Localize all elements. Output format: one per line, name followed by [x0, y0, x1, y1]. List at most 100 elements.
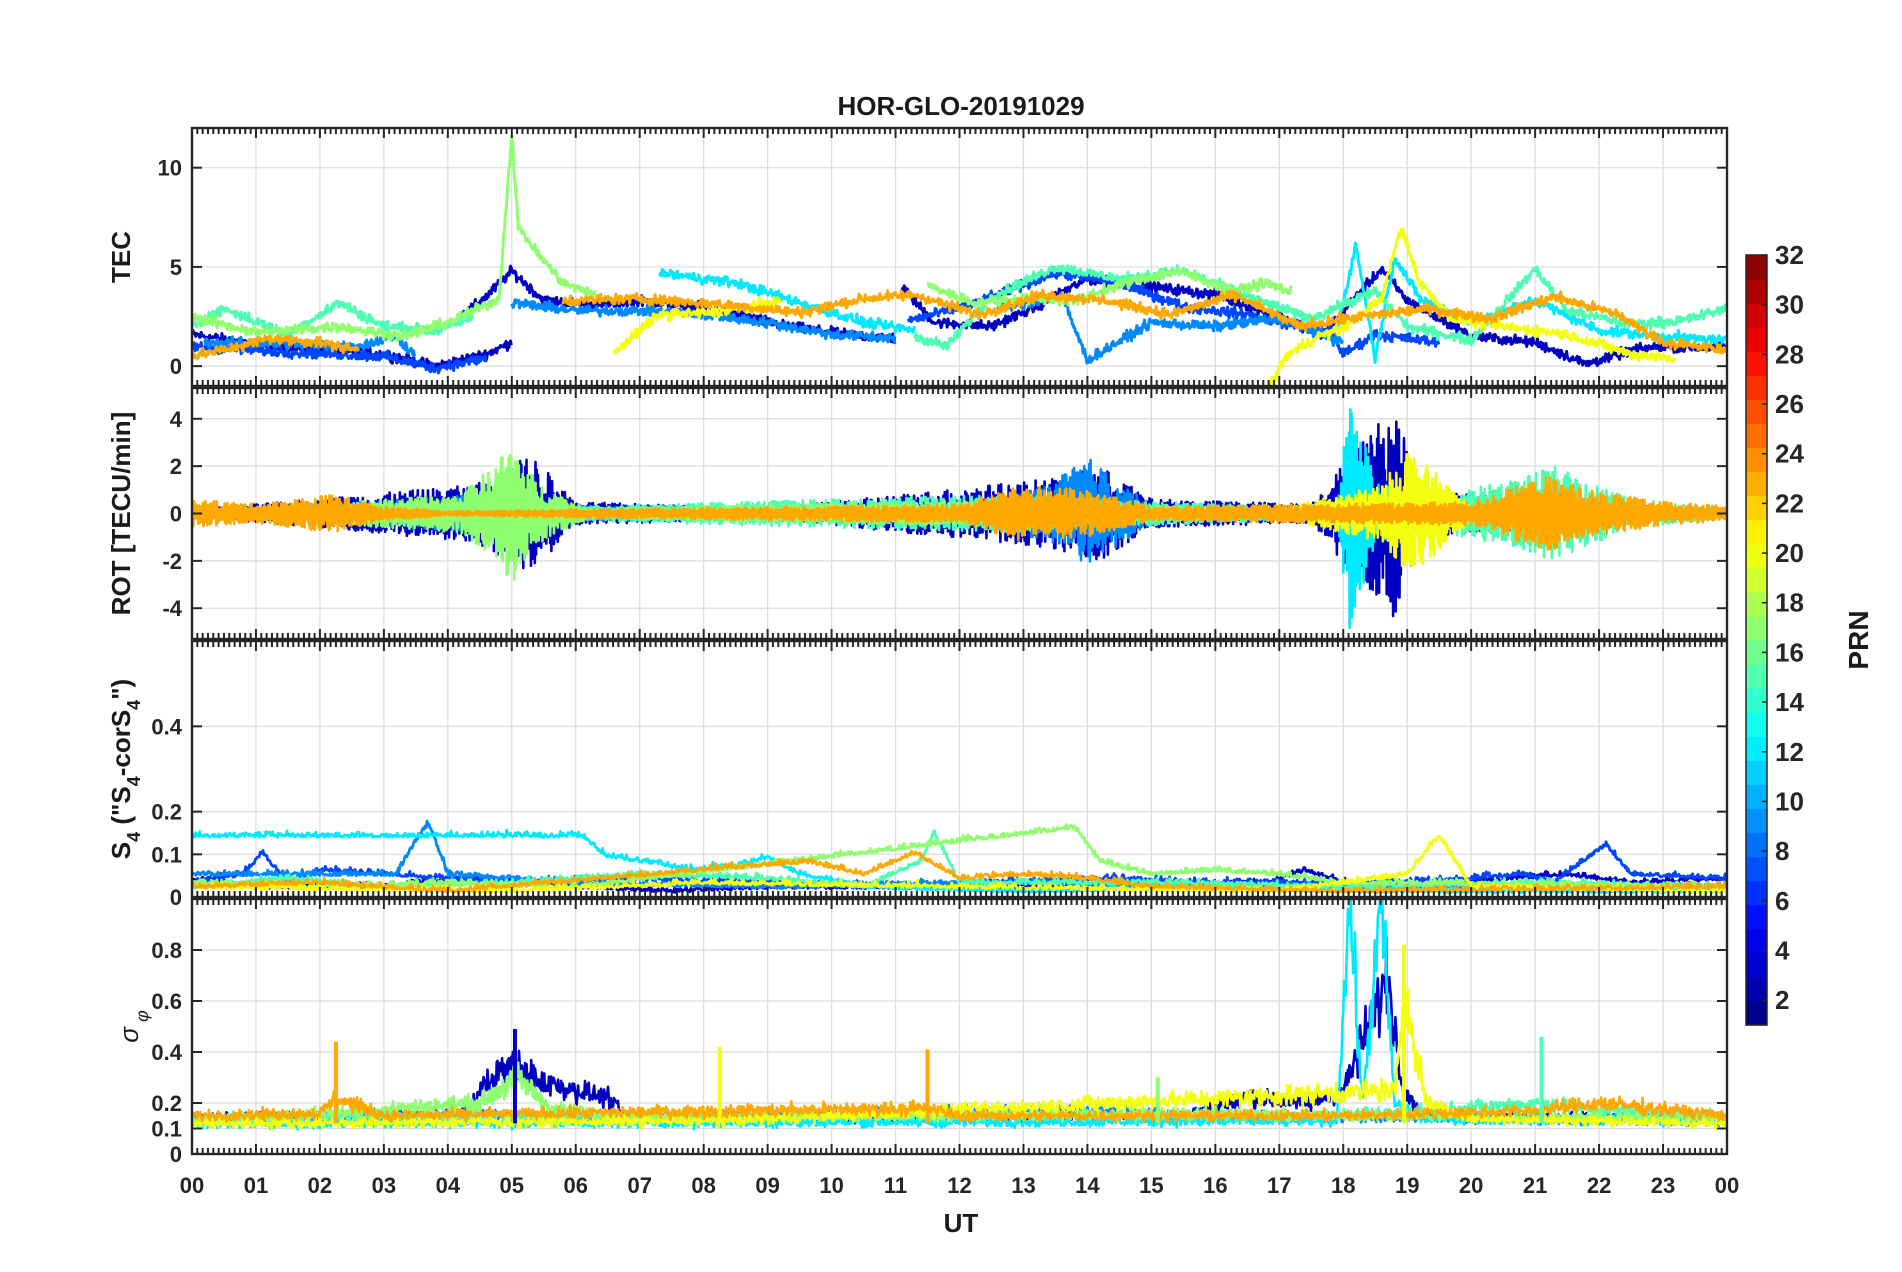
colorbar-tick-label: 32 — [1775, 240, 1804, 270]
colorbar-tick-label: 6 — [1775, 886, 1789, 916]
colorbar-cell — [1746, 688, 1767, 713]
series-prn-23 — [192, 475, 1727, 551]
colorbar-cell — [1746, 664, 1767, 689]
x-tick-label: 23 — [1651, 1173, 1675, 1198]
colorbar-tick-label: 22 — [1775, 488, 1804, 518]
x-tick-label: 02 — [308, 1173, 332, 1198]
x-axis-label: UT — [944, 1208, 979, 1238]
colorbar-cell — [1746, 279, 1767, 304]
axes-frame — [190, 386, 1729, 641]
y-tick-label: 0.4 — [151, 714, 182, 739]
colorbar-cell — [1746, 832, 1767, 858]
y-tick-label: 0.8 — [151, 938, 182, 963]
y-tick-label: 0 — [170, 502, 182, 527]
series-group — [192, 899, 1727, 1131]
colorbar-tick-label: 8 — [1775, 836, 1789, 866]
colorbar-cell — [1746, 928, 1767, 954]
y-axis-label-ROT: ROT [TECU/min] — [106, 412, 136, 616]
series-prn-7 — [192, 340, 488, 375]
colorbar-cell — [1746, 327, 1767, 352]
colorbar-frame — [1745, 254, 1768, 1026]
x-tick-label: 03 — [372, 1173, 396, 1198]
y-tick-label: 0 — [170, 885, 182, 910]
colorbar-cell — [1746, 471, 1767, 497]
colorbar-cell — [1746, 591, 1767, 617]
y-tick-label: 10 — [158, 156, 182, 181]
x-tick-label: 05 — [500, 1173, 524, 1198]
y-tick-label: 2 — [170, 454, 182, 479]
x-tick-label: 08 — [691, 1173, 715, 1198]
colorbar-tick-label: 16 — [1775, 637, 1804, 667]
colorbar-cell — [1746, 736, 1767, 761]
y-tick-label: 0.6 — [151, 989, 182, 1014]
x-tick-label: 04 — [436, 1173, 461, 1198]
panel-S4: 0 0.1 0.2 0.4 S4 ("S4-corS4") — [106, 639, 1729, 910]
x-tick-label: 17 — [1267, 1173, 1291, 1198]
colorbar-cell — [1746, 808, 1767, 834]
y-tick-label: 5 — [170, 255, 182, 280]
colorbar-label: PRN — [1843, 610, 1874, 669]
colorbar-cell — [1746, 952, 1767, 978]
colorbar-tick-label: 12 — [1775, 737, 1804, 767]
axes-frame — [190, 126, 1729, 388]
colorbar-cell — [1746, 760, 1767, 785]
x-tick-label: 20 — [1459, 1173, 1483, 1198]
series-group — [192, 408, 1727, 629]
x-tick-label: 14 — [1075, 1173, 1100, 1198]
series-prn-20 — [1268, 227, 1677, 386]
colorbar-cell — [1746, 976, 1767, 1002]
y-tick-label: 0.4 — [151, 1040, 182, 1065]
x-axis: 00 01 02 03 04 05 06 07 08 09 10 11 12 13 14 15 16 17 18 19… — [180, 1173, 1739, 1198]
axes-frame — [190, 639, 1729, 899]
colorbar-tick-label: 10 — [1775, 786, 1804, 816]
x-tick-label: 22 — [1587, 1173, 1611, 1198]
x-tick-label: 19 — [1395, 1173, 1419, 1198]
x-tick-label: 09 — [755, 1173, 779, 1198]
colorbar-tick-label: 18 — [1775, 588, 1804, 618]
x-tick-label: 00 — [1715, 1173, 1739, 1198]
x-tick-label: 00 — [180, 1173, 204, 1198]
colorbar-tick-label: 2 — [1775, 985, 1789, 1015]
y-tick-label: -2 — [162, 549, 182, 574]
colorbar-tick-label: 24 — [1775, 439, 1804, 469]
x-tick-label: 11 — [884, 1173, 907, 1198]
series-prn-23 — [192, 334, 360, 360]
colorbar-tick-label: 20 — [1775, 538, 1804, 568]
colorbar-tick-label: 4 — [1775, 935, 1790, 965]
x-tick-label: 16 — [1203, 1173, 1227, 1198]
y-axis-label-S4: S4 ("S4-corS4") — [106, 679, 144, 859]
x-tick-label: 18 — [1331, 1173, 1355, 1198]
y-tick-label: -4 — [162, 596, 182, 621]
colorbar-tick-label: 28 — [1775, 339, 1804, 369]
y-tick-label: 0.2 — [151, 1091, 182, 1116]
series-prn-23 — [192, 1090, 1727, 1125]
colorbar-cell — [1746, 495, 1767, 521]
panel-TEC: 0 5 10 TEC — [106, 126, 1729, 388]
series-prn-20 — [192, 987, 1727, 1131]
series-group — [192, 134, 1727, 386]
colorbar-cell — [1746, 640, 1767, 665]
colorbar-tick-label: 26 — [1775, 389, 1804, 419]
y-tick-label: 4 — [170, 407, 183, 432]
colorbar-tick-label: 14 — [1775, 687, 1804, 717]
colorbar-cell — [1746, 399, 1767, 425]
x-tick-label: 12 — [947, 1173, 971, 1198]
colorbar-cell — [1746, 880, 1767, 906]
y-axis-label-sigma_phi: σ φ — [114, 1010, 152, 1043]
colorbar-cell — [1746, 519, 1767, 545]
y-tick-label: 0.2 — [151, 800, 182, 825]
y-tick-label: 0 — [170, 1142, 182, 1167]
colorbar-cell — [1746, 784, 1767, 810]
series-prn-23 — [561, 288, 1727, 355]
x-tick-label: 07 — [627, 1173, 651, 1198]
y-axis-label-TEC: TEC — [106, 231, 136, 283]
colorbar-cell — [1746, 856, 1767, 882]
colorbar-cell — [1746, 904, 1767, 930]
x-tick-label: 13 — [1011, 1173, 1035, 1198]
panel-ROT: -4 -2 0 2 4 ROT [TECU/min] — [106, 386, 1729, 641]
colorbar-cell — [1746, 712, 1767, 737]
colorbar-tick-label: 30 — [1775, 290, 1804, 320]
x-tick-label: 06 — [564, 1173, 588, 1198]
